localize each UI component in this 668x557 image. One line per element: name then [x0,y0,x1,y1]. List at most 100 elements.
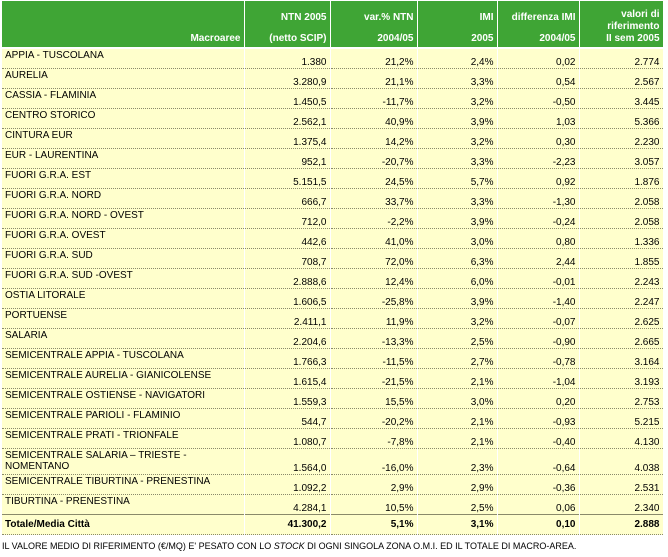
imi-value: 2,5% [417,328,498,349]
valore-riferimento: 4.130 [579,428,664,449]
var-ntn-value: 24,5% [330,168,418,189]
valore-riferimento: 2.058 [579,188,664,209]
header-imi: IMI 2005 [417,1,498,49]
ntn-value: 1.080,7 [244,428,331,449]
imi-value: 3,2% [417,128,498,149]
table-row: SEMICENTRALE SALARIA – TRIESTE - NOMENTA… [2,448,664,475]
ntn-value: 2.411,1 [244,308,331,329]
total-imi-value: 3,1% [417,514,498,535]
total-valore-riferimento: 2.888 [579,514,664,535]
macroarea-name: CENTRO STORICO [2,108,245,129]
macroarea-name: SEMICENTRALE PRATI - TRIONFALE [2,428,245,449]
footnote: IL VALORE MEDIO DI RIFERIMENTO (€/MQ) E'… [2,541,576,551]
total-diff-imi-value: 0,10 [497,514,580,535]
valore-riferimento: 2.665 [579,328,664,349]
macroarea-name: APPIA - TUSCOLANA [2,48,245,69]
diff-imi-value: 0,20 [497,388,580,409]
valore-riferimento: 5.366 [579,108,664,129]
macroarea-name: SEMICENTRALE SALARIA – TRIESTE - NOMENTA… [2,448,245,475]
diff-imi-value: -0,64 [497,448,580,475]
var-ntn-value: 41,0% [330,228,418,249]
table-row: FUORI G.R.A. SUD -OVEST 2.888,6 12,4% 6,0% -… [2,268,664,289]
table-row: FUORI G.R.A. NORD 666,7 33,7% 3,3% -1,30 2.05… [2,188,664,209]
ntn-value: 1.766,3 [244,348,331,369]
footnote-text-end: DI OGNI SINGOLA ZONA O.M.I. ED IL TOTALE… [304,541,577,551]
imi-value: 3,9% [417,288,498,309]
ntn-value: 4.284,1 [244,494,331,515]
var-ntn-value: -11,5% [330,348,418,369]
ntn-value: 1.092,2 [244,474,331,495]
macroarea-name: FUORI G.R.A. SUD [2,248,245,269]
imi-value: 2,1% [417,368,498,389]
imi-value: 3,0% [417,228,498,249]
macroarea-name: SEMICENTRALE OSTIENSE - NAVIGATORI [2,388,245,409]
ntn-value: 1.606,5 [244,288,331,309]
var-ntn-value: 11,9% [330,308,418,329]
var-ntn-value: -25,8% [330,288,418,309]
table-row: SEMICENTRALE OSTIENSE - NAVIGATORI 1.559,… [2,388,664,409]
macroarea-name: SEMICENTRALE TIBURTINA - PRENESTINA [2,474,245,495]
diff-imi-value: 0,30 [497,128,580,149]
imi-value: 3,2% [417,308,498,329]
valore-riferimento: 2.753 [579,388,664,409]
macroarea-name: PORTUENSE [2,308,245,329]
diff-imi-value: 0,92 [497,168,580,189]
ntn-value: 544,7 [244,408,331,429]
imi-value: 3,9% [417,108,498,129]
diff-imi-value: -0,78 [497,348,580,369]
table-row: APPIA - TUSCOLANA 1.380 21,2% 2,4% 0,02 2.774 [2,48,664,69]
var-ntn-value: 14,2% [330,128,418,149]
table-row: SEMICENTRALE TIBURTINA - PRENESTINA 1.092… [2,474,664,495]
imi-value: 3,3% [417,188,498,209]
macroarea-name: CINTURA EUR [2,128,245,149]
diff-imi-value: 0,54 [497,68,580,89]
var-ntn-value: 15,5% [330,388,418,409]
valore-riferimento: 4.038 [579,448,664,475]
table-row: SEMICENTRALE APPIA - TUSCOLANA 1.766,3 -11… [2,348,664,369]
header-macroaree: Macroaree [2,1,245,49]
imi-value: 2,3% [417,448,498,475]
diff-imi-value: -0,90 [497,328,580,349]
var-ntn-value: -2,2% [330,208,418,229]
macroarea-name: SEMICENTRALE PARIOLI - FLAMINIO [2,408,245,429]
diff-imi-value: -0,40 [497,428,580,449]
var-ntn-value: -20,7% [330,148,418,169]
macroarea-name: AURELIA [2,68,245,89]
macroarea-name: SEMICENTRALE AURELIA - GIANICOLENSE [2,368,245,389]
var-ntn-value: 10,5% [330,494,418,515]
valore-riferimento: 2.247 [579,288,664,309]
diff-imi-value: 0,02 [497,48,580,69]
table-row: SALARIA 2.204,6 -13,3% 2,5% -0,90 2.665 [2,328,664,349]
macroarea-name: FUORI G.R.A. NORD - OVEST [2,208,245,229]
total-macroarea-name: Totale/Media Città [2,514,245,535]
var-ntn-value: -11,7% [330,88,418,109]
imi-value: 2,4% [417,48,498,69]
valore-riferimento: 2.774 [579,48,664,69]
ntn-value: 2.204,6 [244,328,331,349]
table-row: SEMICENTRALE PRATI - TRIONFALE 1.080,7 -7,… [2,428,664,449]
ntn-value: 1.380 [244,48,331,69]
valore-riferimento: 3.164 [579,348,664,369]
valore-riferimento: 2.230 [579,128,664,149]
ntn-value: 5.151,5 [244,168,331,189]
table-header-row: Macroaree NTN 2005 (netto SCIP) var.% NTN… [2,1,664,49]
ntn-value: 952,1 [244,148,331,169]
table-row: CENTRO STORICO 2.562,1 40,9% 3,9% 1,03 5.366 [2,108,664,129]
diff-imi-value: 2,44 [497,248,580,269]
valore-riferimento: 5.215 [579,408,664,429]
imi-value: 3,3% [417,148,498,169]
macroarea-name: EUR - LAURENTINA [2,148,245,169]
valore-riferimento: 3.445 [579,88,664,109]
imi-value: 3,9% [417,208,498,229]
macroarea-name: FUORI G.R.A. NORD [2,188,245,209]
total-ntn-value: 41.300,2 [244,514,331,535]
header-differenza-imi: differenza IMI 2004/05 [497,1,580,49]
imi-value: 3,0% [417,388,498,409]
valore-riferimento: 2.531 [579,474,664,495]
table-row: EUR - LAURENTINA 952,1 -20,7% 3,3% -2,23 3.05… [2,148,664,169]
ntn-value: 666,7 [244,188,331,209]
total-row: Totale/Media Città 41.300,2 5,1% 3,1% 0,10 2.… [2,514,664,535]
macroaree-table: Macroaree NTN 2005 (netto SCIP) var.% NTN… [2,1,664,535]
diff-imi-value: -2,23 [497,148,580,169]
ntn-value: 1.559,3 [244,388,331,409]
